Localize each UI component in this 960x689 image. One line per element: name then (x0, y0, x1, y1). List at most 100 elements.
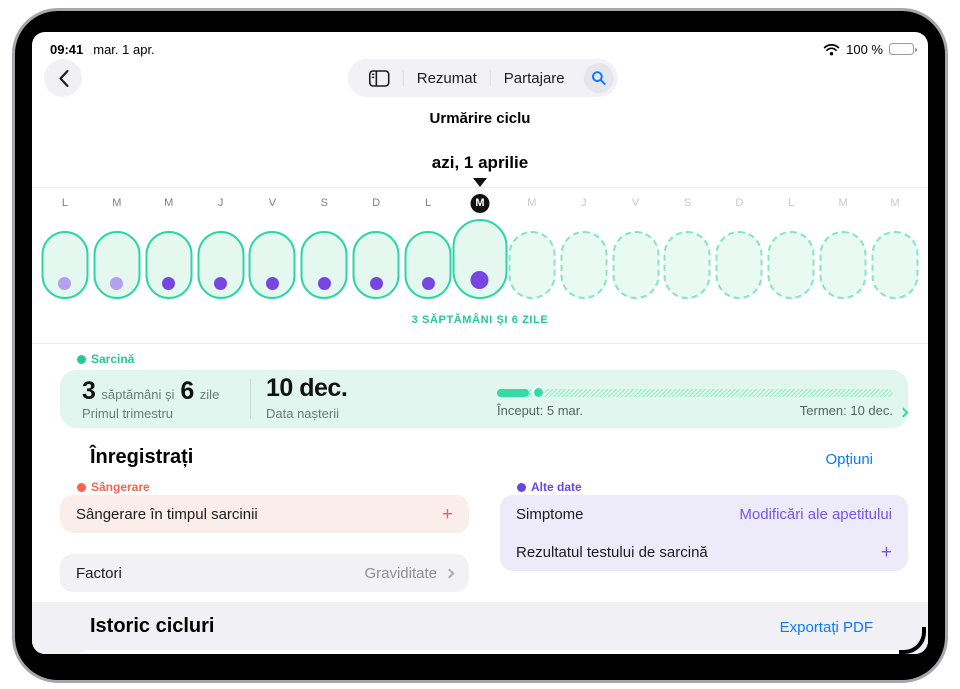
day-capsule (663, 231, 711, 299)
calendar-day[interactable]: L (765, 192, 817, 299)
day-capsule (560, 231, 608, 299)
day-letter: J (580, 197, 587, 209)
day-letter: M (838, 197, 848, 209)
pregnancy-test-label: Rezultatul testului de sarcină (516, 543, 708, 561)
calendar-day[interactable]: J (195, 192, 247, 299)
calendar-day[interactable]: M (91, 192, 143, 299)
pregnancy-term-label: Termen: 10 dec. (799, 403, 893, 418)
divider (32, 187, 928, 188)
day-letter: V (268, 197, 277, 209)
status-bar: 09:41 mar. 1 apr. 100 % (50, 40, 917, 58)
pregnancy-day-dot (421, 277, 435, 290)
chevron-right-icon (898, 407, 909, 418)
bleeding-section-label: Sângerare (77, 480, 150, 494)
day-capsule (145, 231, 193, 299)
page-title: Urmărire ciclu (429, 110, 531, 127)
day-capsule (452, 219, 508, 299)
day-letter: J (217, 197, 224, 209)
day-capsule (93, 231, 141, 299)
calendar-day[interactable]: S (298, 192, 350, 299)
pregnancy-progress: Început: 5 mar. Termen: 10 dec. (497, 370, 909, 428)
wifi-icon (823, 43, 840, 55)
calendar-day[interactable]: M (869, 192, 921, 299)
search-button[interactable] (583, 63, 614, 93)
pregnancy-day-dot (162, 277, 176, 290)
back-button[interactable] (44, 59, 82, 97)
day-capsule (352, 231, 400, 299)
pregnancy-card[interactable]: 3 săptămâni și 6 zile Primul trimestru 1… (60, 370, 909, 428)
day-letter: D (372, 197, 381, 209)
day-letter: L (425, 197, 432, 209)
pregnancy-progress-bar (497, 386, 909, 418)
days-value: 6 (180, 377, 194, 405)
calendar-day[interactable]: M (506, 192, 558, 299)
calendar-day[interactable]: M (817, 192, 869, 299)
due-date-label: Data nașterii (266, 406, 339, 421)
battery-percent: 100 % (846, 41, 883, 57)
factors-row[interactable]: Factori Graviditate (60, 554, 469, 592)
chevron-left-icon (58, 69, 69, 87)
sidebar-icon (368, 69, 390, 87)
pregnancy-test-row[interactable]: Rezultatul testului de sarcină + (500, 533, 908, 571)
pregnancy-day-dot (317, 277, 331, 290)
day-letter: L (788, 197, 795, 209)
day-capsule (612, 231, 660, 299)
pregnancy-progress-marker (531, 386, 545, 399)
status-time: 09:41 (50, 41, 84, 57)
day-capsule (197, 231, 245, 299)
day-letter: V (631, 197, 640, 209)
pregnancy-day-dot (470, 271, 489, 289)
calendar-day[interactable]: V (610, 192, 662, 299)
history-card-top (77, 650, 908, 654)
gestation-annotation: 3 SĂPTĂMÂNI ȘI 6 ZILE (411, 314, 549, 326)
factors-label: Factori (76, 564, 122, 582)
add-bleeding-button[interactable]: + (441, 503, 453, 525)
weeks-value: 3 (82, 377, 96, 405)
day-letter: M (890, 197, 900, 209)
day-letter: M (470, 194, 490, 213)
status-date: mar. 1 apr. (93, 41, 155, 57)
calendar-day[interactable]: D (350, 192, 402, 299)
cycle-calendar: L M M (39, 192, 921, 299)
bleeding-card: Sângerare în timpul sarcinii + (60, 495, 469, 533)
export-pdf-link[interactable]: Exportați PDF (779, 619, 873, 636)
day-letter: D (735, 197, 744, 209)
bleeding-row[interactable]: Sângerare în timpul sarcinii + (60, 495, 469, 533)
calendar-day[interactable]: V (247, 192, 299, 299)
add-pregnancy-test-button[interactable]: + (880, 541, 892, 563)
toolbar-divider (489, 70, 491, 86)
summary-button[interactable]: Rezumat (404, 59, 490, 97)
other-data-section-label: Alte date (517, 480, 582, 494)
divider (32, 343, 928, 344)
device-bezel: 09:41 mar. 1 apr. 100 % (12, 8, 948, 683)
factors-card: Factori Graviditate (60, 554, 469, 592)
chevron-right-icon (444, 568, 455, 578)
sidebar-toggle-button[interactable] (356, 59, 403, 97)
day-capsule (508, 231, 556, 299)
calendar-day[interactable]: S (662, 192, 714, 299)
selected-date-label: azi, 1 aprilie (431, 153, 529, 172)
pregnancy-day-dot (265, 277, 279, 290)
calendar-day[interactable]: D (713, 192, 765, 299)
pregnancy-day-dot (214, 277, 228, 290)
calendar-day[interactable]: M (143, 192, 195, 299)
symptoms-value-link[interactable]: Modificări ale apetitului (739, 505, 892, 523)
factors-value: Graviditate (364, 564, 437, 582)
bleeding-row-label: Sângerare în timpul sarcinii (76, 505, 258, 523)
day-capsule (819, 231, 867, 299)
pregnancy-legend-dot-icon (77, 354, 86, 364)
calendar-day[interactable]: M (452, 192, 508, 299)
symptoms-row[interactable]: Simptome Modificări ale apetitului (500, 495, 908, 533)
history-section-title: Istoric cicluri (90, 615, 215, 637)
day-letter: L (61, 197, 68, 209)
days-unit: zile (199, 387, 220, 402)
pregnancy-progress-fill (497, 389, 529, 397)
other-data-card: Simptome Modificări ale apetitului Rezul… (500, 495, 908, 571)
calendar-day[interactable]: J (558, 192, 610, 299)
calendar-day[interactable]: L (402, 192, 454, 299)
options-link[interactable]: Opțiuni (825, 451, 873, 468)
sharing-button[interactable]: Partajare (491, 59, 578, 97)
calendar-day[interactable]: L (39, 192, 91, 299)
card-divider (250, 379, 251, 419)
